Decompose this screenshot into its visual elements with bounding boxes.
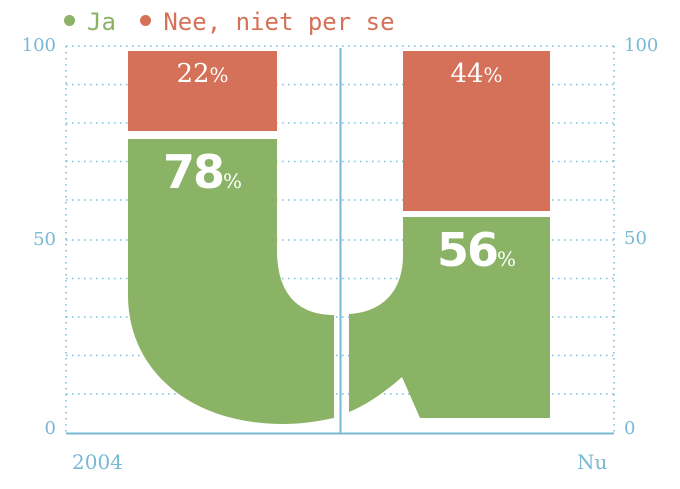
legend-label-ja: Ja — [87, 8, 116, 36]
legend-item-nee: Nee, niet per se — [140, 6, 395, 38]
y-tick-left-100: 100 — [21, 35, 56, 56]
legend-label-nee: Nee, niet per se — [163, 8, 395, 36]
x-label-2004: 2004 — [72, 450, 123, 474]
bar-nu-nee — [403, 51, 550, 211]
label-nu-nee: 44% — [450, 59, 503, 89]
bar-2004-nee — [128, 51, 277, 131]
y-tick-left-0: 0 — [44, 418, 56, 439]
x-label-nu: Nu — [577, 450, 608, 474]
legend: Ja Nee, niet per se — [64, 6, 405, 38]
legend-dot-nee-icon — [140, 15, 152, 26]
bar-nu-ja — [349, 217, 550, 418]
legend-item-ja: Ja — [64, 6, 116, 38]
bar-2004-ja — [128, 139, 334, 424]
y-tick-right-50: 50 — [624, 228, 647, 249]
label-2004-nee: 22% — [176, 59, 229, 89]
label-nu-ja: 56% — [436, 223, 517, 277]
label-2004-ja: 78% — [162, 145, 243, 199]
y-tick-right-100: 100 — [624, 35, 659, 56]
y-tick-left-50: 50 — [33, 229, 56, 250]
y-tick-right-0: 0 — [624, 418, 636, 439]
legend-dot-ja-icon — [64, 15, 75, 26]
